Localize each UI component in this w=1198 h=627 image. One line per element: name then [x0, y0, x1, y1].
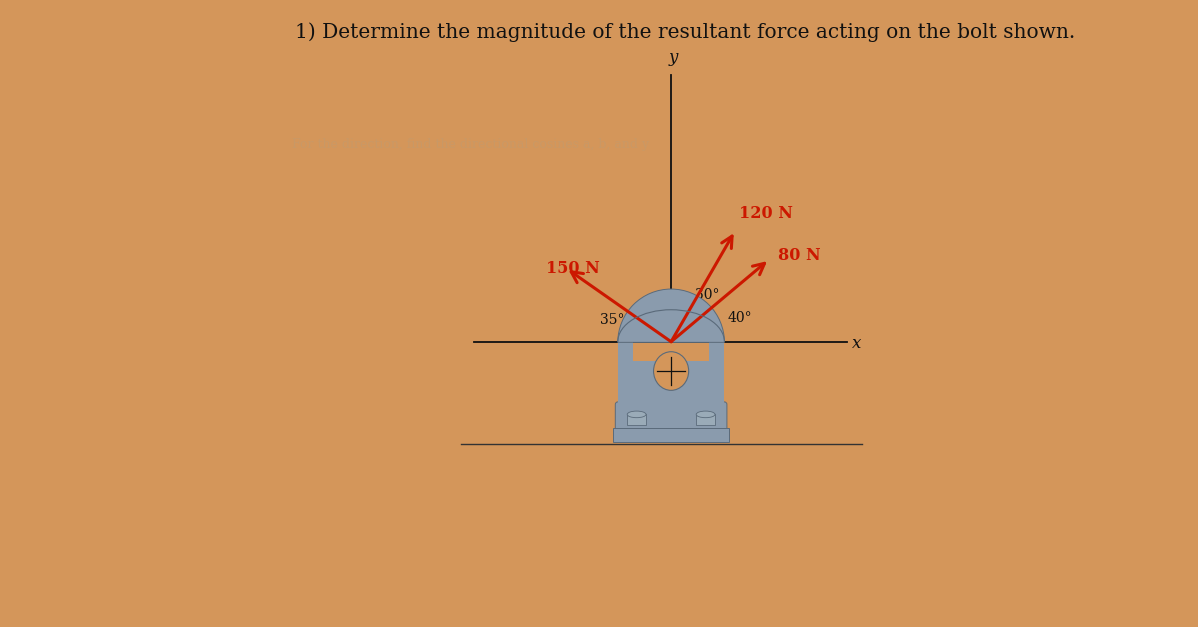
- Wedge shape: [618, 289, 725, 342]
- Bar: [628, 414, 646, 425]
- Text: 40°: 40°: [727, 310, 752, 325]
- Text: For the direction, find the directional cosines a, b, and y: For the direction, find the directional …: [292, 138, 649, 151]
- Bar: [696, 414, 715, 425]
- Ellipse shape: [654, 352, 689, 391]
- Text: y: y: [668, 49, 678, 66]
- Bar: [618, 342, 634, 404]
- Text: x: x: [852, 335, 861, 352]
- Bar: [613, 428, 730, 442]
- Text: 35°: 35°: [599, 313, 624, 327]
- Ellipse shape: [628, 411, 646, 418]
- Text: 1) Determine the magnitude of the resultant force acting on the bolt shown.: 1) Determine the magnitude of the result…: [295, 22, 1075, 41]
- Text: 30°: 30°: [695, 288, 720, 302]
- Bar: [618, 361, 725, 404]
- Bar: [709, 342, 725, 404]
- FancyBboxPatch shape: [616, 402, 727, 431]
- Ellipse shape: [696, 411, 715, 418]
- Text: 80 N: 80 N: [778, 246, 821, 263]
- Text: 120 N: 120 N: [738, 205, 792, 222]
- Text: 150 N: 150 N: [546, 260, 600, 277]
